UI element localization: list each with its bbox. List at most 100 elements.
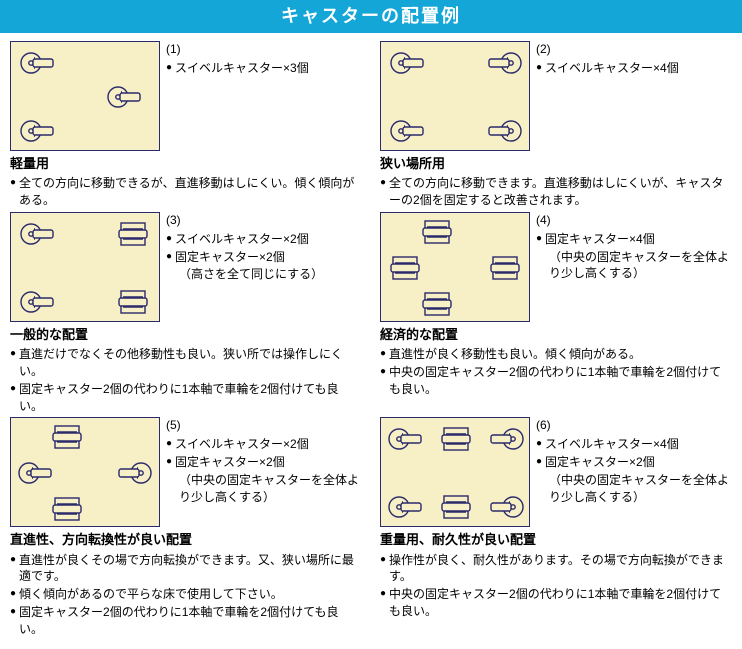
spec-note: （中央の固定キャスターを全体より少し高くする） <box>549 249 732 283</box>
cell-subtitle: 重量用、耐久性が良い配置 <box>380 531 732 549</box>
layout-cell-3: (3) スイベルキャスター×2個固定キャスター×2個（高さを全て同じにする） 一般的… <box>10 212 362 415</box>
spec-text: 固定キャスター×2個 <box>175 454 285 471</box>
bullet-text: 直進性が良く移動性も良い。傾く傾向がある。 <box>389 346 641 363</box>
spec-line: スイベルキャスター×2個 <box>166 231 362 248</box>
swivel-caster-icon <box>387 426 423 452</box>
bullet-item: 直進性が良くその場で方向転換ができます。又、狭い場所に最適です。 <box>10 552 362 586</box>
bullet-item: 傾く傾向があるので平らな床で使用して下さい。 <box>10 586 362 603</box>
layout-cell-2: (2) スイベルキャスター×4個狭い場所用全ての方向に移動できます。直進移動はしに… <box>380 41 732 210</box>
cell-top-row: (1) スイベルキャスター×3個 <box>10 41 362 151</box>
page-header: キャスターの配置例 <box>0 0 742 33</box>
cell-top-row: (2) スイベルキャスター×4個 <box>380 41 732 151</box>
cell-bullets: 直進性が良く移動性も良い。傾く傾向がある。中央の固定キャスター2個の代わりに1本… <box>380 346 732 397</box>
swivel-caster-icon <box>389 118 425 144</box>
spec-line: 固定キャスター×4個 <box>536 231 732 248</box>
layout-grid: (1) スイベルキャスター×3個軽量用全ての方向に移動できるが、直進移動はしにくい… <box>0 33 742 648</box>
spec-line: 固定キャスター×2個 <box>166 249 362 266</box>
cell-bullets: 全ての方向に移動できるが、直進移動はしにくい。傾く傾向がある。 <box>10 175 362 209</box>
cell-number: (2) <box>536 41 732 58</box>
cell-number: (4) <box>536 212 732 229</box>
swivel-caster-icon <box>19 221 55 247</box>
caster-diagram-2 <box>380 41 530 151</box>
spec-text: 固定キャスター×2個 <box>175 249 285 266</box>
fixed-caster-icon <box>115 221 151 247</box>
spec-line: 固定キャスター×2個 <box>536 454 732 471</box>
cell-spec-block: (3) スイベルキャスター×2個固定キャスター×2個（高さを全て同じにする） <box>166 212 362 283</box>
spec-note: （中央の固定キャスターを全体より少し高くする） <box>179 472 362 506</box>
spec-text: スイベルキャスター×2個 <box>175 436 309 453</box>
cell-spec-block: (2) スイベルキャスター×4個 <box>536 41 732 78</box>
spec-line: スイベルキャスター×3個 <box>166 60 362 77</box>
spec-line: スイベルキャスター×2個 <box>166 436 362 453</box>
cell-subtitle: 狭い場所用 <box>380 155 732 173</box>
bullet-item: 直進だけでなくその他移動性も良い。狭い所では操作しにくい。 <box>10 346 362 380</box>
spec-line: スイベルキャスター×4個 <box>536 60 732 77</box>
caster-diagram-3 <box>10 212 160 322</box>
cell-subtitle: 一般的な配置 <box>10 326 362 344</box>
caster-diagram-5 <box>10 417 160 527</box>
spec-note: （中央の固定キャスターを全体より少し高くする） <box>549 472 732 506</box>
cell-top-row: (5) スイベルキャスター×2個固定キャスター×2個（中央の固定キャスターを全体よ… <box>10 417 362 527</box>
cell-subtitle: 経済的な配置 <box>380 326 732 344</box>
cell-top-row: (3) スイベルキャスター×2個固定キャスター×2個（高さを全て同じにする） <box>10 212 362 322</box>
cell-bullets: 直進性が良くその場で方向転換ができます。又、狭い場所に最適です。傾く傾向があるの… <box>10 552 362 638</box>
cell-bullets: 操作性が良く、耐久性があります。その場で方向転換ができます。中央の固定キャスター… <box>380 552 732 620</box>
spec-text: スイベルキャスター×3個 <box>175 60 309 77</box>
caster-diagram-1 <box>10 41 160 151</box>
swivel-caster-icon <box>19 50 55 76</box>
cell-bullets: 全ての方向に移動できます。直進移動はしにくいが、キャスターの2個を固定すると改善… <box>380 175 732 209</box>
caster-diagram-6 <box>380 417 530 527</box>
bullet-item: 中央の固定キャスター2個の代わりに1本軸で車輪を2個付けても良い。 <box>380 364 732 398</box>
bullet-item: 直進性が良く移動性も良い。傾く傾向がある。 <box>380 346 732 363</box>
bullet-text: 傾く傾向があるので平らな床で使用して下さい。 <box>19 586 283 603</box>
bullet-text: 直進性が良くその場で方向転換ができます。又、狭い場所に最適です。 <box>19 552 362 586</box>
bullet-item: 全ての方向に移動できるが、直進移動はしにくい。傾く傾向がある。 <box>10 175 362 209</box>
bullet-text: 中央の固定キャスター2個の代わりに1本軸で車輪を2個付けても良い。 <box>389 586 732 620</box>
bullet-item: 中央の固定キャスター2個の代わりに1本軸で車輪を2個付けても良い。 <box>380 586 732 620</box>
fixed-caster-icon <box>487 255 523 281</box>
swivel-caster-icon <box>17 460 53 486</box>
bullet-item: 全ての方向に移動できます。直進移動はしにくいが、キャスターの2個を固定すると改善… <box>380 175 732 209</box>
bullet-text: 固定キャスター2個の代わりに1本軸で車輪を2個付けても良い。 <box>19 381 362 415</box>
caster-diagram-4 <box>380 212 530 322</box>
cell-number: (3) <box>166 212 362 229</box>
layout-cell-4: (4) 固定キャスター×4個（中央の固定キャスターを全体より少し高くする） 経済的な… <box>380 212 732 415</box>
bullet-text: 全ての方向に移動できます。直進移動はしにくいが、キャスターの2個を固定すると改善… <box>389 175 732 209</box>
layout-cell-6: (6)スイベルキャスター×4個固定キャスター×2個（中央の固定キャスターを全体よ… <box>380 417 732 638</box>
swivel-caster-icon <box>387 494 423 520</box>
bullet-text: 直進だけでなくその他移動性も良い。狭い所では操作しにくい。 <box>19 346 362 380</box>
spec-text: スイベルキャスター×2個 <box>175 231 309 248</box>
fixed-caster-icon <box>115 289 151 315</box>
cell-subtitle: 直進性、方向転換性が良い配置 <box>10 531 362 549</box>
swivel-caster-icon <box>117 460 153 486</box>
fixed-caster-icon <box>438 494 474 520</box>
spec-line: スイベルキャスター×4個 <box>536 436 732 453</box>
spec-text: スイベルキャスター×4個 <box>545 60 679 77</box>
swivel-caster-icon <box>106 84 142 110</box>
cell-bullets: 直進だけでなくその他移動性も良い。狭い所では操作しにくい。固定キャスター2個の代… <box>10 346 362 414</box>
swivel-caster-icon <box>489 494 525 520</box>
cell-number: (1) <box>166 41 362 58</box>
cell-top-row: (4) 固定キャスター×4個（中央の固定キャスターを全体より少し高くする） <box>380 212 732 322</box>
cell-subtitle: 軽量用 <box>10 155 362 173</box>
layout-cell-1: (1) スイベルキャスター×3個軽量用全ての方向に移動できるが、直進移動はしにくい… <box>10 41 362 210</box>
bullet-text: 中央の固定キャスター2個の代わりに1本軸で車輪を2個付けても良い。 <box>389 364 732 398</box>
bullet-item: 固定キャスター2個の代わりに1本軸で車輪を2個付けても良い。 <box>10 381 362 415</box>
layout-cell-5: (5) スイベルキャスター×2個固定キャスター×2個（中央の固定キャスターを全体よ… <box>10 417 362 638</box>
bullet-text: 操作性が良く、耐久性があります。その場で方向転換ができます。 <box>389 552 732 586</box>
spec-line: 固定キャスター×2個 <box>166 454 362 471</box>
fixed-caster-icon <box>49 496 85 522</box>
swivel-caster-icon <box>19 118 55 144</box>
spec-note: （高さを全て同じにする） <box>179 266 362 283</box>
swivel-caster-icon <box>19 289 55 315</box>
spec-text: 固定キャスター×4個 <box>545 231 655 248</box>
cell-number: (5) <box>166 417 362 434</box>
swivel-caster-icon <box>389 50 425 76</box>
bullet-text: 固定キャスター2個の代わりに1本軸で車輪を2個付けても良い。 <box>19 604 362 638</box>
cell-spec-block: (6)スイベルキャスター×4個固定キャスター×2個（中央の固定キャスターを全体よ… <box>536 417 732 505</box>
spec-text: スイベルキャスター×4個 <box>545 436 679 453</box>
fixed-caster-icon <box>419 219 455 245</box>
cell-spec-block: (4) 固定キャスター×4個（中央の固定キャスターを全体より少し高くする） <box>536 212 732 282</box>
fixed-caster-icon <box>419 291 455 317</box>
cell-top-row: (6)スイベルキャスター×4個固定キャスター×2個（中央の固定キャスターを全体よ… <box>380 417 732 527</box>
